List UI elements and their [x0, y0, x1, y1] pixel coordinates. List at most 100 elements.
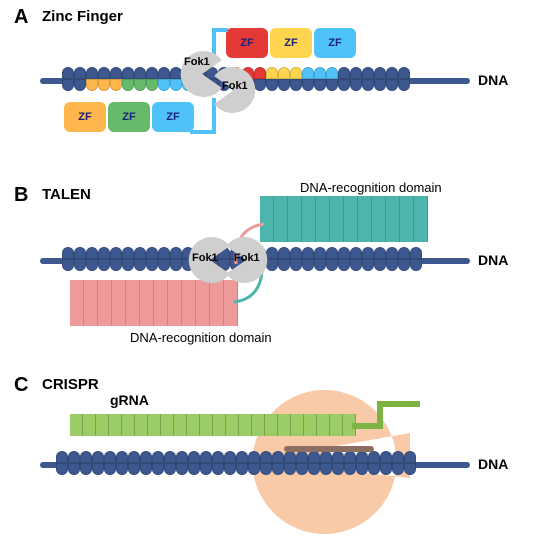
- panel-b-title: TALEN: [42, 186, 91, 203]
- grna-unit: [161, 414, 174, 436]
- domain-unit: [330, 196, 344, 242]
- helix-unit: [80, 451, 92, 475]
- helix-unit: [98, 247, 110, 271]
- helix-unit: [236, 451, 248, 475]
- helix-unit: [134, 67, 146, 91]
- helix-unit: [248, 451, 260, 475]
- helix-unit: [158, 247, 170, 271]
- domain-unit: [302, 196, 316, 242]
- helix-unit: [380, 451, 392, 475]
- grna-unit: [317, 414, 330, 436]
- grna-unit: [265, 414, 278, 436]
- domain-unit: [112, 280, 126, 326]
- helix-unit: [350, 247, 362, 271]
- helix-unit: [176, 451, 188, 475]
- helix-unit: [164, 451, 176, 475]
- grna-unit: [226, 414, 239, 436]
- panel-b-domain-top: [260, 196, 428, 242]
- domain-unit: [344, 196, 358, 242]
- helix-unit: [140, 451, 152, 475]
- helix-unit: [146, 247, 158, 271]
- helix-unit: [152, 451, 164, 475]
- helix-unit: [398, 247, 410, 271]
- domain-unit: [274, 196, 288, 242]
- panel-c-dna-label: DNA: [478, 456, 508, 472]
- helix-unit: [302, 247, 314, 271]
- panel-b-dna-label: DNA: [478, 252, 508, 268]
- helix-unit: [386, 67, 398, 91]
- helix-unit: [200, 451, 212, 475]
- grna-unit: [239, 414, 252, 436]
- helix-unit: [56, 451, 68, 475]
- helix-unit: [170, 247, 182, 271]
- grna-unit: [213, 414, 226, 436]
- domain-unit: [372, 196, 386, 242]
- grna-unit: [304, 414, 317, 436]
- grna-unit: [122, 414, 135, 436]
- grna-unit: [252, 414, 265, 436]
- helix-unit: [122, 67, 134, 91]
- helix-unit: [110, 247, 122, 271]
- helix-unit: [296, 451, 308, 475]
- helix-unit: [350, 67, 362, 91]
- helix-unit: [314, 67, 326, 91]
- zf-box: ZF: [108, 102, 150, 132]
- helix-unit: [62, 247, 74, 271]
- helix-unit: [392, 451, 404, 475]
- panel-c: C CRISPR cas9 DNA gRNA: [0, 372, 533, 539]
- panel-b-domain-bottom: [70, 280, 238, 326]
- domain-unit: [168, 280, 182, 326]
- domain-unit: [196, 280, 210, 326]
- helix-unit: [332, 451, 344, 475]
- helix-unit: [302, 67, 314, 91]
- domain-unit: [126, 280, 140, 326]
- panel-c-grna-label: gRNA: [110, 392, 149, 408]
- helix-unit: [290, 67, 302, 91]
- grna-unit: [148, 414, 161, 436]
- domain-unit: [210, 280, 224, 326]
- zf-box: ZF: [314, 28, 356, 58]
- helix-unit: [338, 247, 350, 271]
- helix-unit: [158, 67, 170, 91]
- grna-unit: [187, 414, 200, 436]
- helix-unit: [86, 67, 98, 91]
- domain-unit: [358, 196, 372, 242]
- domain-unit: [400, 196, 414, 242]
- helix-unit: [212, 451, 224, 475]
- helix-unit: [326, 67, 338, 91]
- panel-a-title: Zinc Finger: [42, 8, 123, 25]
- helix-unit: [278, 247, 290, 271]
- helix-unit: [266, 67, 278, 91]
- panel-b-letter: B: [14, 184, 28, 207]
- helix-unit: [92, 451, 104, 475]
- domain-unit: [84, 280, 98, 326]
- panel-c-grna-track: [70, 414, 356, 436]
- domain-unit: [70, 280, 84, 326]
- helix-unit: [356, 451, 368, 475]
- domain-unit: [386, 196, 400, 242]
- panel-c-letter: C: [14, 374, 28, 397]
- helix-unit: [146, 67, 158, 91]
- domain-unit: [154, 280, 168, 326]
- helix-unit: [344, 451, 356, 475]
- grna-unit: [135, 414, 148, 436]
- helix-unit: [278, 67, 290, 91]
- helix-unit: [410, 247, 422, 271]
- helix-unit: [110, 67, 122, 91]
- panel-c-grna-tail: [350, 398, 430, 448]
- helix-unit: [338, 67, 350, 91]
- helix-unit: [122, 247, 134, 271]
- panel-b-domain-top-label: DNA-recognition domain: [300, 180, 442, 195]
- helix-unit: [368, 451, 380, 475]
- helix-unit: [74, 247, 86, 271]
- helix-unit: [374, 247, 386, 271]
- helix-unit: [224, 451, 236, 475]
- helix-unit: [62, 67, 74, 91]
- helix-unit: [290, 247, 302, 271]
- helix-unit: [116, 451, 128, 475]
- domain-unit: [98, 280, 112, 326]
- panel-b-fok1-left-label: Fok1: [192, 252, 218, 264]
- panel-a-fok1-bottom-label: Fok1: [222, 80, 248, 92]
- helix-unit: [188, 451, 200, 475]
- panel-b: B TALEN DNA DNA-recognition domain DNA-r…: [0, 180, 533, 360]
